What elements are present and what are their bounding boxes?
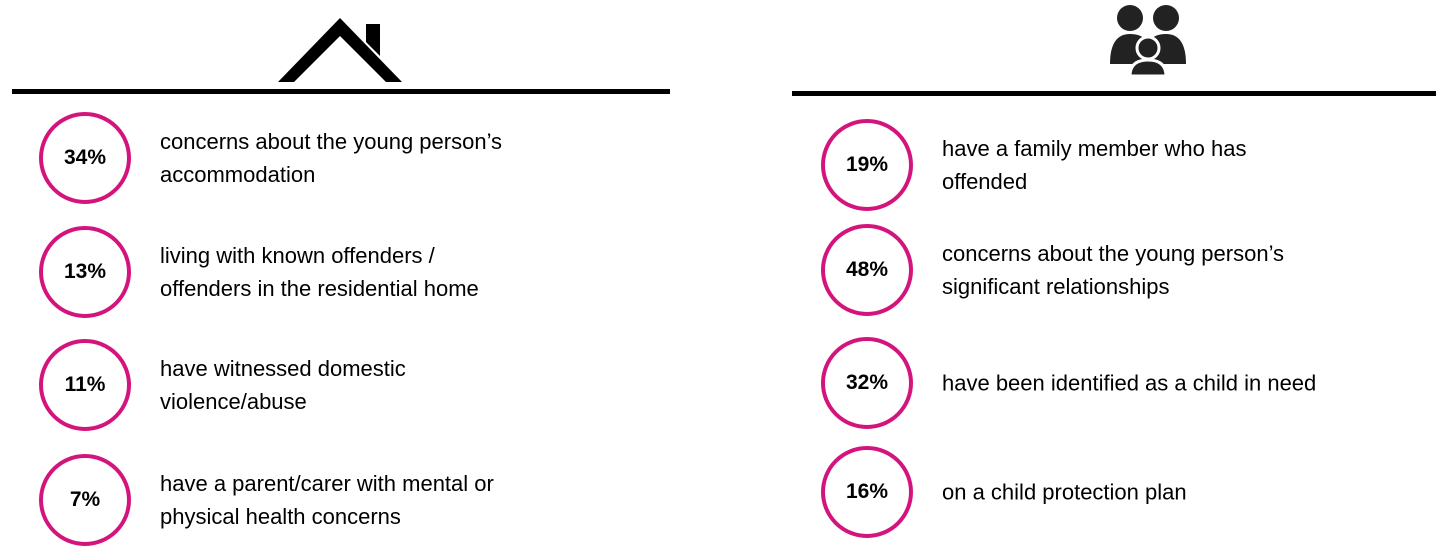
text-line: physical health concerns	[160, 504, 401, 529]
text-line: have a family member who has	[942, 136, 1247, 161]
item-text: have a family member who has offended	[942, 132, 1246, 198]
percent-badge: 11%	[39, 339, 131, 431]
percent-badge: 32%	[821, 337, 913, 429]
text-line: significant relationships	[942, 274, 1170, 299]
text-line: concerns about the young person’s	[942, 241, 1285, 266]
text-line: concerns about the young person’s	[160, 129, 503, 154]
percent-badge: 13%	[39, 226, 131, 318]
text-line: accommodation	[160, 162, 316, 187]
percent-badge: 34%	[39, 112, 131, 204]
text-line: offended	[942, 169, 1028, 194]
percent-badge: 16%	[821, 446, 913, 538]
item-text: living with known offenders / offenders i…	[160, 239, 479, 305]
text-line: offenders in the residential home	[160, 276, 479, 301]
percent-badge: 7%	[39, 454, 131, 546]
text-line: violence/abuse	[160, 389, 307, 414]
item-text: have a parent/carer with mental or physic…	[160, 467, 494, 533]
item-text: on a child protection plan	[942, 476, 1187, 509]
item-text: have been identified as a child in need	[942, 367, 1316, 400]
percent-badge: 19%	[821, 119, 913, 211]
family-icon	[1110, 5, 1186, 76]
divider	[12, 89, 670, 94]
divider	[792, 91, 1436, 96]
text-line: have a parent/carer with mental or	[160, 471, 494, 496]
text-line: have been identified as a child in need	[942, 370, 1317, 396]
item-text: concerns about the young person’s signifi…	[942, 237, 1284, 303]
item-text: concerns about the young person’s accommo…	[160, 125, 502, 191]
text-line: have witnessed domestic	[160, 356, 406, 381]
percent-badge: 48%	[821, 224, 913, 316]
house-icon	[278, 18, 402, 82]
text-line: living with known offenders /	[160, 243, 435, 268]
item-text: have witnessed domestic violence/abuse	[160, 352, 406, 418]
text-line: on a child protection plan	[942, 479, 1187, 505]
